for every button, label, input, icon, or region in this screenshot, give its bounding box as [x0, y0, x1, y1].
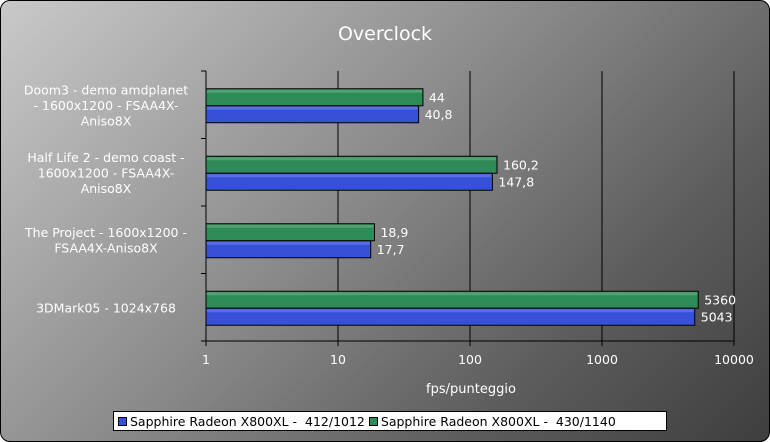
bar-highlight — [207, 309, 694, 313]
x-axis-label: fps/punteggio — [426, 382, 516, 397]
legend-item: Sapphire Radeon X800XL - 412/1012 — [118, 414, 365, 429]
data-label: 160,2 — [503, 157, 539, 172]
bar — [205, 307, 696, 326]
bar-highlight — [207, 292, 698, 296]
legend-swatch — [118, 416, 127, 426]
data-label: 17,7 — [377, 242, 405, 257]
category-label: The Project - 1600x1200 -FSAA4X-Aniso8X — [24, 225, 187, 256]
legend-label: Sapphire Radeon X800XL - 430/1140 — [380, 413, 616, 429]
bar-highlight — [207, 174, 492, 178]
x-tick-label: 1 — [202, 352, 210, 367]
data-label: 40,8 — [425, 107, 453, 122]
bar — [205, 105, 420, 124]
bars — [205, 88, 699, 326]
category-label: Half Life 2 - demo coast -1600x1200 - FS… — [27, 150, 184, 196]
labels: 1 10 100 1000 10000 Doom3 - demo amdplanet - 1… — [24, 82, 754, 367]
x-tick-label: 10000 — [714, 352, 754, 367]
data-label: 5360 — [704, 292, 736, 307]
bar-highlight — [207, 224, 374, 228]
legend-swatch — [368, 416, 378, 426]
bar-highlight — [207, 89, 422, 93]
legend-label: Sapphire Radeon X800XL - 412/1012 — [130, 413, 365, 429]
bar — [205, 172, 493, 191]
legend-item: Sapphire Radeon X800XL - 430/1140 — [368, 413, 616, 429]
bar-highlight — [207, 106, 418, 110]
chart-title: Overclock — [338, 23, 432, 45]
data-label: 5043 — [701, 309, 733, 324]
bar-highlight — [207, 157, 497, 161]
category-label: 3DMark05 - 1024x768 — [36, 300, 176, 315]
legend: Sapphire Radeon X800XL - 412/1012 Sapphir… — [113, 411, 667, 431]
x-tick-label: 10 — [330, 352, 346, 367]
x-tick-label: 1000 — [586, 352, 618, 367]
bar-highlight — [207, 241, 370, 245]
category-label: Doom3 - demo amdplanet - 1600x1200 - FSAA… — [24, 82, 188, 128]
x-tick-label: 100 — [458, 352, 482, 367]
bar — [205, 240, 372, 259]
data-label: 44 — [429, 90, 445, 105]
data-label: 18,9 — [380, 225, 408, 240]
data-label: 147,8 — [498, 174, 534, 189]
